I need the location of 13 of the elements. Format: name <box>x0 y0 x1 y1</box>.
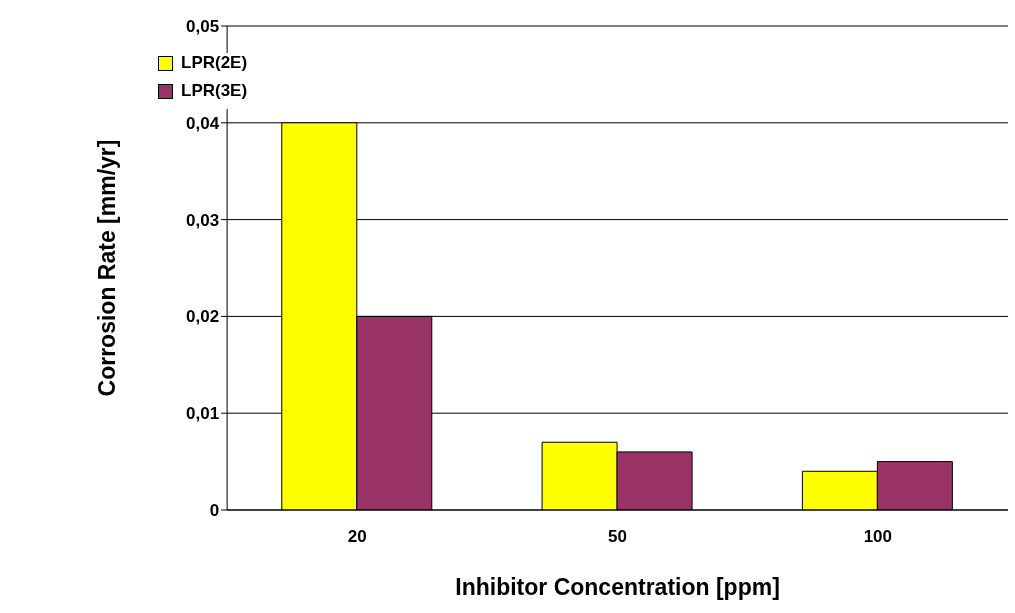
y-axis-title: Corrosion Rate [mm/yr] <box>94 139 121 397</box>
y-tick-label: 0 <box>209 501 220 521</box>
legend-label: LPR(2E) <box>181 53 248 73</box>
x-tick-label: 50 <box>608 527 628 547</box>
y-tick-label: 0,02 <box>186 307 220 327</box>
x-axis-title: Inhibitor Concentration [ppm] <box>455 574 780 600</box>
x-tick-label: 100 <box>863 527 893 547</box>
x-tick-label: 20 <box>347 527 367 547</box>
y-tick-label: 0,05 <box>186 17 220 37</box>
y-tick-label: 0,04 <box>186 113 220 133</box>
y-tick-label: 0,01 <box>186 404 220 424</box>
legend-label: LPR(3E) <box>181 81 248 101</box>
y-tick-label: 0,03 <box>186 210 220 230</box>
